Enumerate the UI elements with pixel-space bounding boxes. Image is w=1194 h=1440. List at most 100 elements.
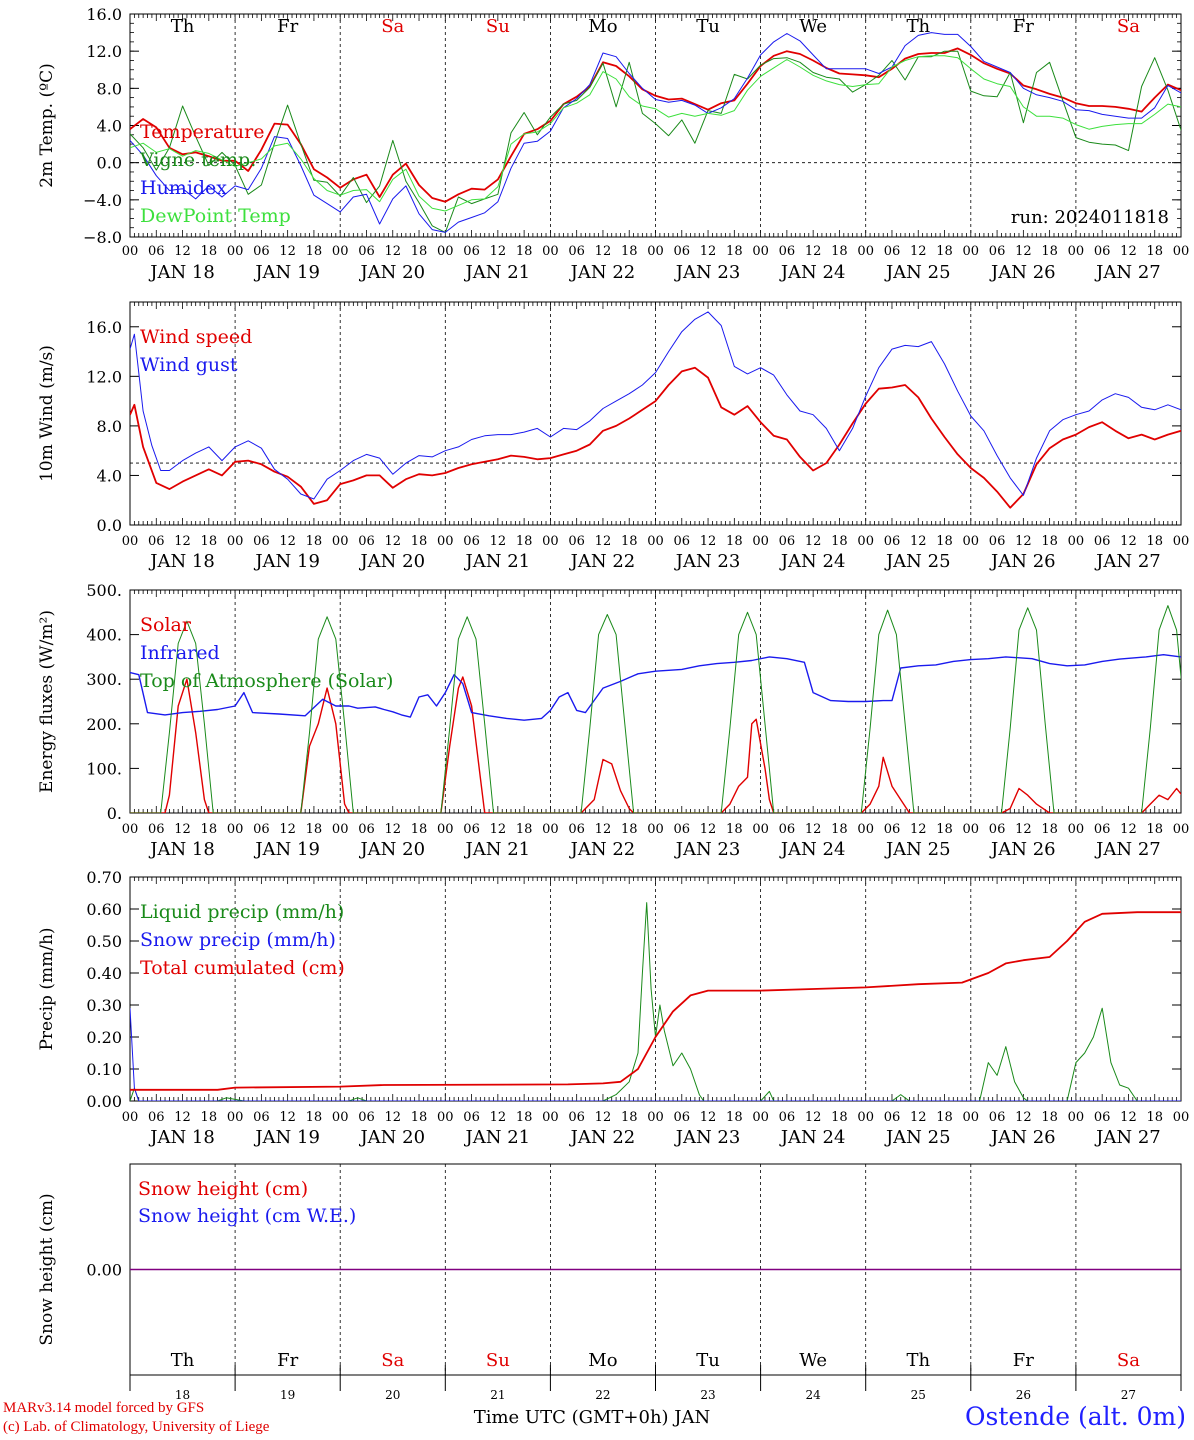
- date-label: JAN 19: [253, 551, 320, 572]
- hour-label: 18: [621, 1110, 638, 1125]
- legend-entry: Vigne temp.: [139, 149, 256, 171]
- hour-label: 18: [936, 1110, 953, 1125]
- hour-label: 06: [568, 1110, 585, 1125]
- hour-label: 12: [1120, 244, 1137, 259]
- date-label: JAN 27: [1094, 1127, 1161, 1148]
- hour-label: 18: [516, 1110, 533, 1125]
- hour-label: 00: [1068, 244, 1085, 259]
- weekday-label: Th: [171, 16, 195, 37]
- hour-label: 18: [516, 534, 533, 549]
- hour-label: 12: [1120, 534, 1137, 549]
- hour-label: 06: [568, 244, 585, 259]
- date-label: JAN 26: [989, 1127, 1056, 1148]
- hour-label: 12: [1120, 822, 1137, 837]
- hour-label: 18: [1146, 534, 1163, 549]
- hour-label: 18: [516, 822, 533, 837]
- hour-label: 12: [279, 244, 296, 259]
- hour-label: 00: [122, 244, 139, 259]
- hour-label: 18: [936, 822, 953, 837]
- date-label: JAN 20: [358, 551, 425, 572]
- hour-label: 18: [1041, 1110, 1058, 1125]
- date-label: JAN 25: [884, 262, 951, 283]
- date-label: JAN 18: [148, 839, 215, 860]
- hour-label: 06: [1094, 1110, 1111, 1125]
- hour-label: 06: [463, 1110, 480, 1125]
- hour-label: 06: [148, 1110, 165, 1125]
- hour-label: 18: [1146, 822, 1163, 837]
- series-line: [130, 605, 1181, 813]
- series-line: [130, 55, 1181, 212]
- hour-label: 12: [1015, 1110, 1032, 1125]
- hour-label: 06: [148, 244, 165, 259]
- hour-label: 06: [148, 534, 165, 549]
- date-label: JAN 23: [674, 1127, 741, 1148]
- hour-label: 18: [726, 822, 743, 837]
- legend-entry: Wind gust: [140, 354, 238, 376]
- hour-label: 18: [411, 822, 428, 837]
- legend-entry: Temperature: [140, 121, 264, 143]
- date-label: JAN 24: [779, 551, 846, 572]
- date-label: JAN 24: [779, 839, 846, 860]
- date-label: JAN 23: [674, 839, 741, 860]
- hour-label: 18: [306, 822, 323, 837]
- hour-label: 00: [542, 534, 559, 549]
- hour-label: 06: [674, 534, 691, 549]
- y-tick-label: 8.0: [97, 79, 122, 98]
- date-label: JAN 23: [674, 262, 741, 283]
- hour-label: 12: [174, 534, 191, 549]
- day-number: 24: [806, 1388, 822, 1402]
- date-label: JAN 21: [464, 262, 531, 283]
- hour-label: 06: [358, 534, 375, 549]
- date-label: JAN 22: [569, 839, 636, 860]
- legend-entry: Humidex: [140, 177, 227, 199]
- hour-label: 00: [437, 244, 454, 259]
- hour-label: 00: [122, 822, 139, 837]
- hour-label: 18: [1041, 244, 1058, 259]
- legend-entry: Liquid precip (mm/h): [140, 901, 344, 923]
- hour-label: 18: [726, 534, 743, 549]
- hour-label: 12: [279, 1110, 296, 1125]
- hour-label: 06: [674, 1110, 691, 1125]
- hour-label: 06: [989, 534, 1006, 549]
- date-label: JAN 20: [358, 839, 425, 860]
- hour-label: 00: [647, 534, 664, 549]
- hour-label: 06: [463, 244, 480, 259]
- hour-label: 12: [174, 1110, 191, 1125]
- hour-label: 00: [1068, 534, 1085, 549]
- hour-label: 00: [857, 244, 874, 259]
- hour-label: 06: [779, 244, 796, 259]
- hour-label: 06: [358, 1110, 375, 1125]
- hour-label: 06: [674, 822, 691, 837]
- date-label: JAN 20: [358, 1127, 425, 1148]
- y-tick-label: 16.0: [86, 5, 122, 24]
- hour-label: 06: [568, 822, 585, 837]
- hour-label: 12: [384, 244, 401, 259]
- y-tick-label: 300.: [86, 670, 122, 689]
- y-tick-label: −8.0: [83, 228, 122, 247]
- station-name: Ostende (alt. 0m): [965, 1402, 1186, 1431]
- series-line: [130, 902, 1181, 1101]
- run-annotation: run: 2024011818: [1011, 207, 1169, 228]
- date-label: JAN 27: [1094, 551, 1161, 572]
- hour-label: 00: [963, 822, 980, 837]
- day-number: 18: [175, 1388, 190, 1402]
- hour-label: 00: [752, 244, 769, 259]
- hour-label: 00: [647, 1110, 664, 1125]
- hour-label: 00: [332, 822, 349, 837]
- hour-label: 00: [332, 1110, 349, 1125]
- hour-label: 18: [411, 244, 428, 259]
- y-tick-label: 200.: [86, 715, 122, 734]
- date-label: JAN 26: [989, 551, 1056, 572]
- date-label: JAN 25: [884, 839, 951, 860]
- hour-label: 06: [1094, 244, 1111, 259]
- legend-entry: Top of Atmosphere (Solar): [140, 670, 393, 692]
- hour-label: 06: [779, 822, 796, 837]
- panel-precip: 0.00 0.10 0.20 0.30 0.40 0.50 0.60 0.70 Precip (…: [37, 868, 1189, 1148]
- series-line: [130, 50, 1181, 233]
- hour-label: 12: [700, 244, 717, 259]
- hour-label: 00: [752, 1110, 769, 1125]
- date-label: JAN 21: [464, 839, 531, 860]
- day-number: 26: [1016, 1388, 1031, 1402]
- hour-label: 00: [1173, 534, 1190, 549]
- weekday-label: We: [799, 1350, 827, 1371]
